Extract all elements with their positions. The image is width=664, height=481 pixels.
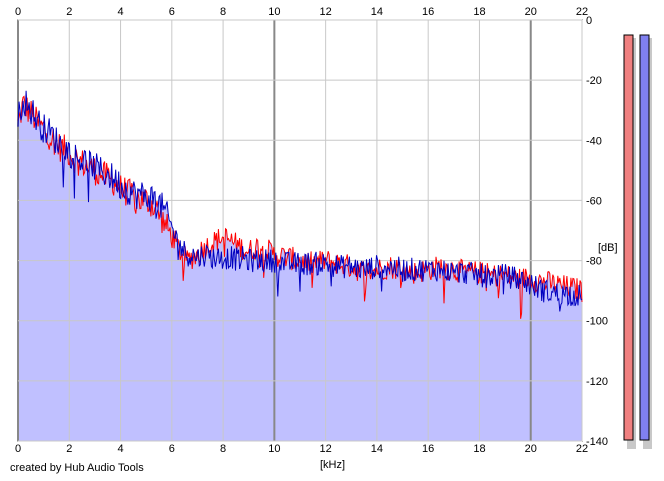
x-tick-label-bottom: 10 (268, 443, 280, 455)
level-meters (623, 34, 652, 449)
x-tick-label-top: 22 (576, 6, 588, 18)
x-tick-label-bottom: 6 (169, 443, 175, 455)
x-tick-label-bottom: 22 (576, 443, 588, 455)
x-axis-label: [kHz] (320, 459, 345, 471)
y-tick-label: -20 (586, 75, 602, 87)
x-tick-label-bottom: 18 (473, 443, 485, 455)
x-tick-label-top: 0 (15, 6, 21, 18)
x-tick-label-top: 4 (117, 6, 123, 18)
y-tick-label: -80 (586, 256, 602, 268)
y-tick-label: -60 (586, 195, 602, 207)
x-tick-label-bottom: 14 (371, 443, 383, 455)
x-tick-label-top: 10 (268, 6, 280, 18)
x-tick-label-top: 8 (220, 6, 226, 18)
series-right-channel (17, 90, 583, 312)
spectrum-fill (18, 90, 582, 442)
x-tick-label-top: 16 (422, 6, 434, 18)
x-tick-label-bottom: 0 (15, 443, 21, 455)
meter-right (639, 34, 650, 441)
x-tick-label-top: 2 (66, 6, 72, 18)
x-tick-label-bottom: 16 (422, 443, 434, 455)
x-tick-label-top: 20 (525, 6, 537, 18)
y-tick-label: 0 (586, 15, 592, 27)
meter-left (623, 34, 634, 441)
y-axis-ticks: 0 -20 -40 -60 -80 -100 -120 -140 (586, 15, 608, 448)
x-tick-label-bottom: 12 (320, 443, 332, 455)
x-tick-label-bottom: 4 (117, 443, 123, 455)
y-tick-label: -140 (586, 436, 608, 448)
x-tick-label-top: 6 (169, 6, 175, 18)
series-lines (17, 90, 583, 319)
x-tick-label-bottom: 8 (220, 443, 226, 455)
spectrum-area (18, 90, 582, 442)
x-tick-label-top: 14 (371, 6, 383, 18)
credit-text: created by Hub Audio Tools (10, 462, 144, 474)
x-tick-label-bottom: 20 (525, 443, 537, 455)
x-tick-label-top: 12 (320, 6, 332, 18)
y-tick-label: -120 (586, 376, 608, 388)
y-axis-label: [dB] (598, 242, 618, 254)
y-tick-label: -100 (586, 316, 608, 328)
x-tick-label-bottom: 2 (66, 443, 72, 455)
y-tick-label: -40 (586, 135, 602, 147)
x-tick-label-top: 18 (473, 6, 485, 18)
